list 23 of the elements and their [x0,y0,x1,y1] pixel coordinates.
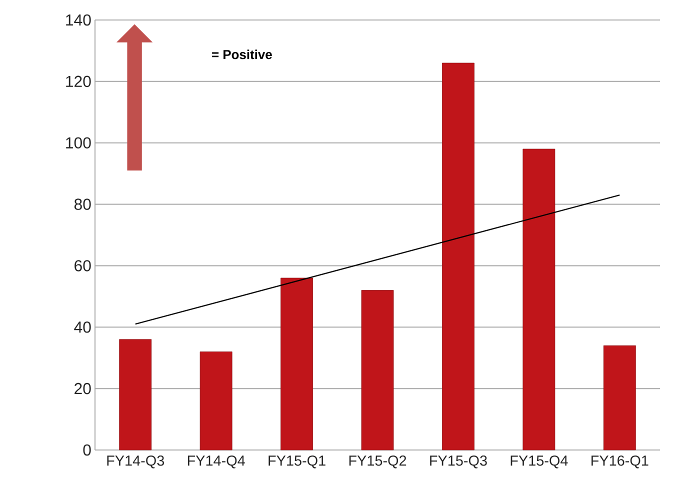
bar [119,339,152,450]
x-tick-label: FY14-Q4 [188,456,245,468]
x-tick-label: FY15-Q4 [510,456,568,468]
y-tick-label: 0 [83,444,91,456]
annotation: = Positive [212,50,272,60]
y-tick-label: 140 [66,14,91,26]
bar [603,345,636,450]
y-tick-label: 100 [66,137,91,148]
y-tick-label: 20 [74,382,91,394]
x-tick-label: FY16-Q1 [592,456,648,468]
x-tick-label: FY14-Q3 [107,456,164,468]
y-tick-label: 40 [74,322,91,333]
x-tick-label: FY15-Q2 [349,456,406,468]
bar [522,148,556,450]
y-tick-label: 60 [74,260,91,272]
bar [280,278,313,450]
x-tick-label: FY15-Q3 [430,456,487,468]
bar [200,352,232,450]
bar [361,290,394,450]
bar [442,62,474,450]
y-tick-label: 120 [66,76,91,88]
x-tick-label: FY15-Q1 [268,456,326,468]
y-tick-label: 80 [74,198,91,210]
